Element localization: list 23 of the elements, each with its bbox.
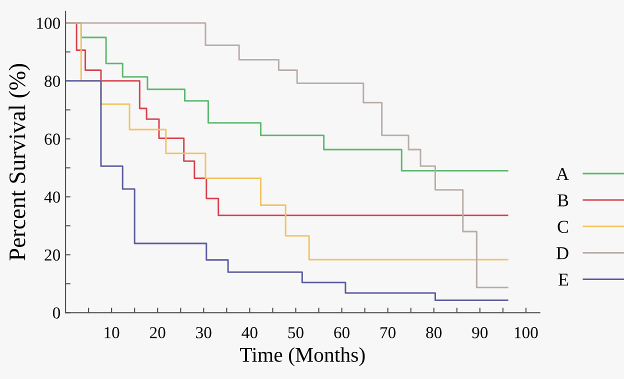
- x-tick-label: 80: [426, 327, 442, 338]
- y-tick-label: 20: [44, 249, 60, 261]
- y-tick-label: 100: [37, 18, 60, 29]
- legend-label: E: [558, 274, 568, 286]
- x-tick-label: 40: [242, 327, 258, 338]
- legend-label: D: [556, 247, 568, 260]
- y-tick-label: 80: [44, 76, 60, 87]
- x-tick-label: 90: [472, 327, 488, 338]
- y-tick-label: 60: [44, 134, 60, 145]
- x-tick-label: 50: [288, 327, 304, 338]
- y-axis-title: Percent Survival (%): [8, 64, 30, 260]
- x-tick-label: 10: [104, 327, 120, 338]
- x-tick-label: 70: [380, 327, 396, 338]
- legend-label: B: [558, 194, 568, 206]
- legend-label: C: [558, 220, 568, 233]
- y-tick-label: 40: [44, 191, 60, 203]
- x-tick-label: 60: [334, 327, 350, 338]
- x-tick-label: 100: [514, 327, 538, 338]
- x-tick-label: 20: [150, 327, 166, 338]
- y-tick-label: 0: [52, 307, 60, 319]
- x-axis-title: Time (Months): [240, 347, 365, 366]
- legend-label: A: [556, 168, 569, 180]
- x-tick-label: 30: [196, 327, 212, 338]
